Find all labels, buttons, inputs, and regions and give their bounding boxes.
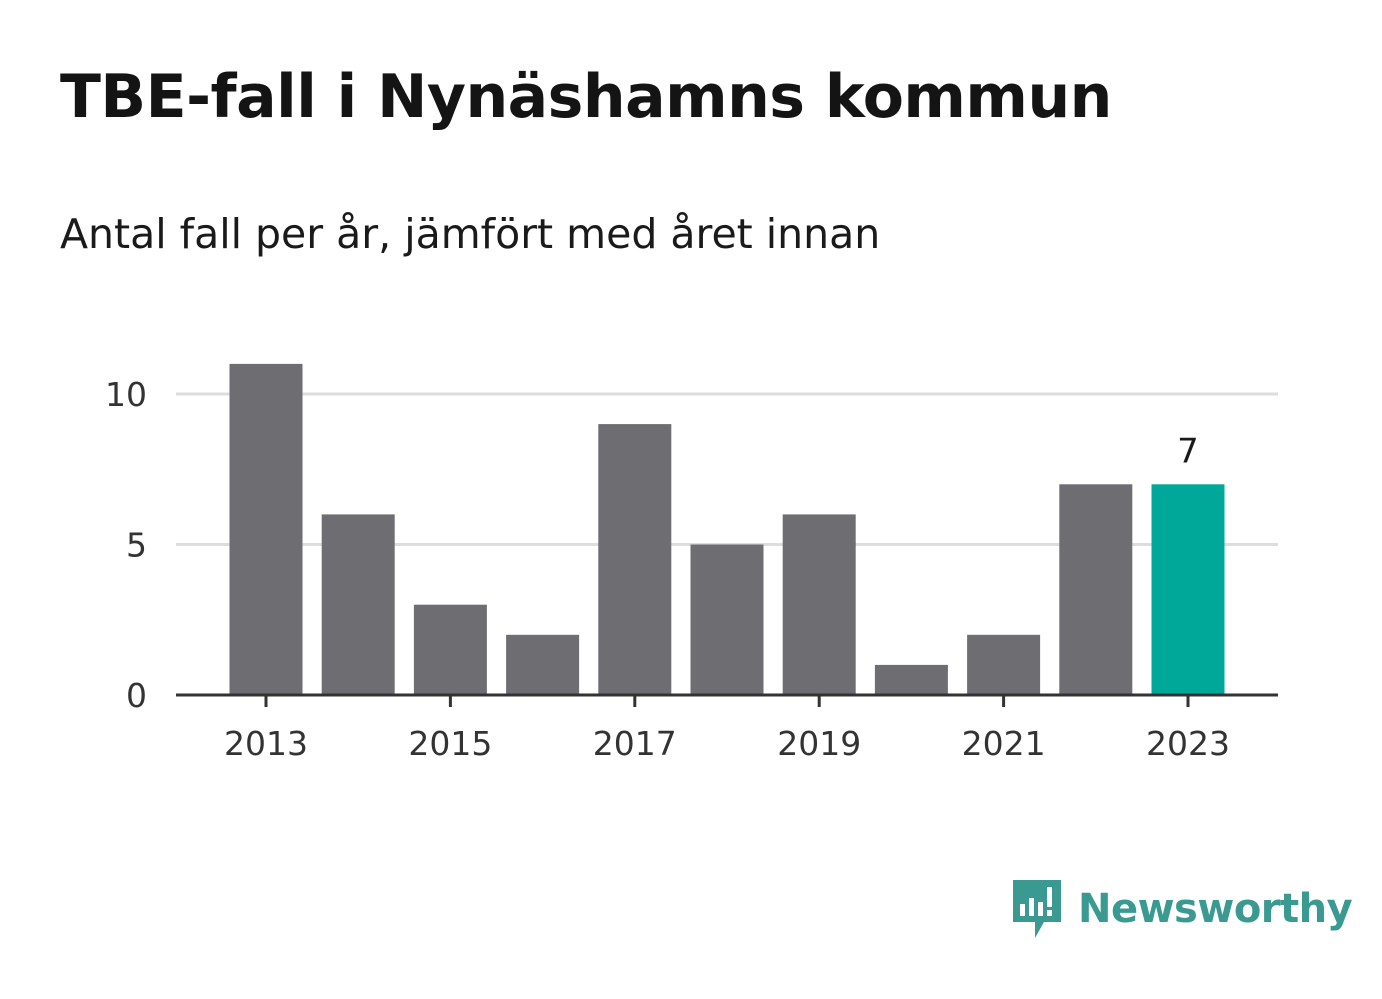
bars xyxy=(229,363,1225,695)
bar-2015 xyxy=(413,604,487,695)
bar-2021 xyxy=(967,634,1041,695)
chart-subtitle: Antal fall per år, jämfört med året inna… xyxy=(60,210,881,258)
data-label-2023: 7 xyxy=(1177,431,1199,471)
x-tick-label: 2019 xyxy=(777,724,861,763)
bar-2018 xyxy=(690,544,764,695)
bar-2017 xyxy=(598,424,672,695)
tick-labels: 0 5 10 2013 2015 2017 2019 2021 2023 7 xyxy=(105,375,1230,763)
chart-title: TBE-fall i Nynäshamns kommun xyxy=(60,62,1112,132)
x-tick-label: 2015 xyxy=(408,724,492,763)
x-tick-label: 2023 xyxy=(1146,724,1230,763)
newsworthy-logo-icon xyxy=(1013,880,1061,938)
brand-logo: Newsworthy xyxy=(1010,878,1353,940)
y-tick-label: 10 xyxy=(105,375,147,414)
bar-2022 xyxy=(1059,484,1133,695)
y-tick-label: 5 xyxy=(126,526,147,565)
brand-name: Newsworthy xyxy=(1078,886,1353,932)
bar-2014 xyxy=(321,514,395,695)
bar-2023 xyxy=(1151,484,1225,695)
x-axis xyxy=(176,693,1278,707)
y-tick-label: 0 xyxy=(126,676,147,715)
bar-2019 xyxy=(782,514,856,695)
x-tick-label: 2017 xyxy=(593,724,677,763)
bar-2013 xyxy=(229,363,303,695)
x-tick-label: 2021 xyxy=(962,724,1046,763)
x-tick-label: 2013 xyxy=(224,724,308,763)
bar-2020 xyxy=(874,664,948,695)
bar-2016 xyxy=(506,634,580,695)
